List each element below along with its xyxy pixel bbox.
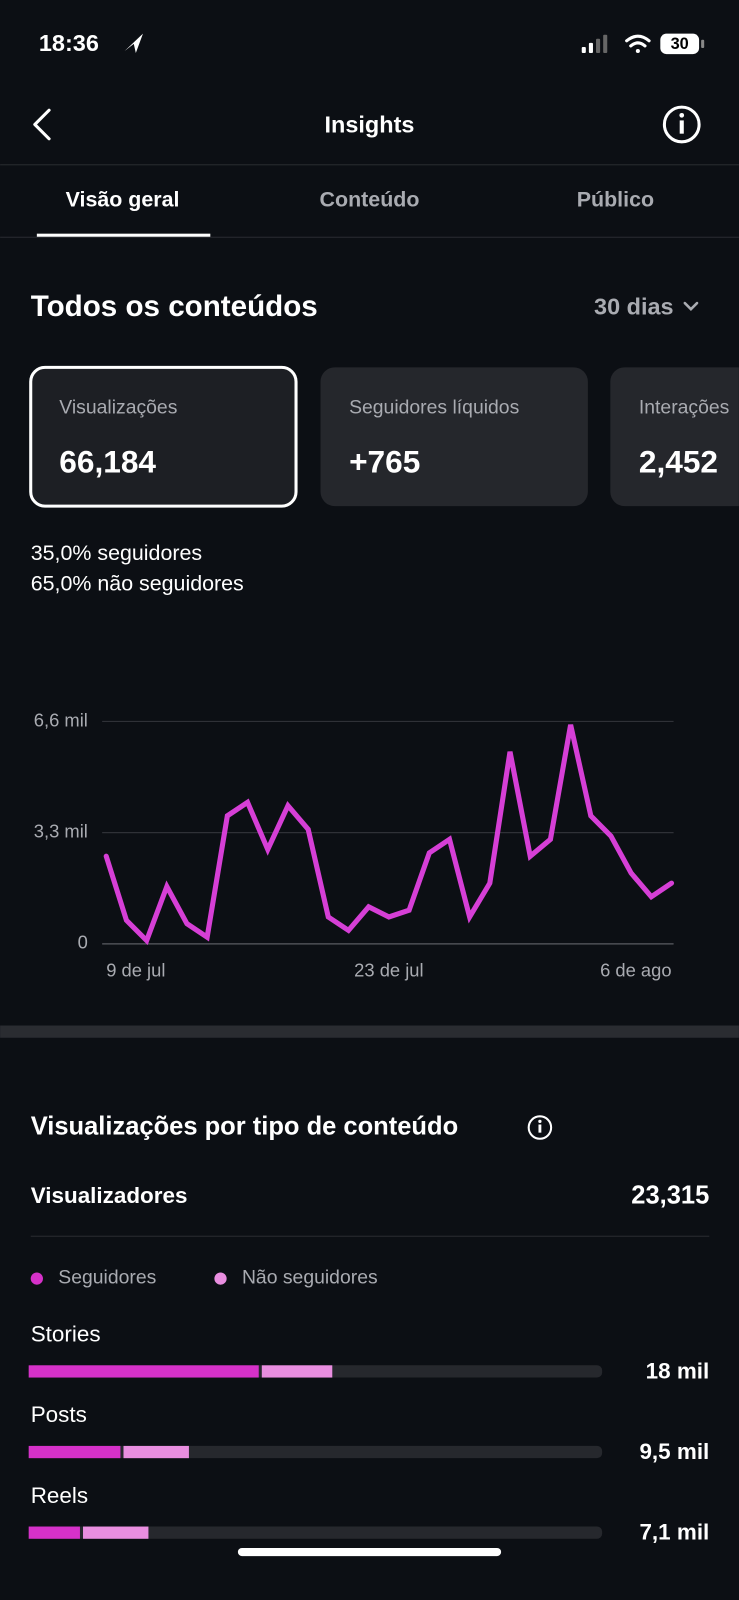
bar-segment bbox=[261, 1365, 333, 1378]
tab[interactable]: Visão geral bbox=[66, 188, 180, 212]
period-chevron bbox=[683, 301, 699, 311]
info-button[interactable] bbox=[662, 105, 701, 144]
legend-swatch bbox=[214, 1272, 227, 1285]
divider bbox=[0, 164, 739, 166]
audience-percent: 35,0% bbox=[31, 541, 92, 565]
wifi-icon bbox=[625, 34, 651, 54]
section-title: Visualizações por tipo de conteúdo bbox=[31, 1112, 458, 1140]
metric-label: Seguidores líquidos bbox=[349, 396, 519, 418]
audience-label: seguidores bbox=[97, 541, 202, 565]
x-tick-label: 6 de ago bbox=[600, 959, 671, 980]
x-tick-label: 9 de jul bbox=[106, 959, 165, 980]
metric-card[interactable] bbox=[320, 367, 588, 507]
metric-card[interactable] bbox=[29, 365, 298, 508]
x-tick-label: 23 de jul bbox=[354, 959, 423, 980]
bar-track bbox=[28, 1526, 603, 1539]
header-title: Insights bbox=[325, 112, 415, 138]
info-icon[interactable] bbox=[527, 1115, 553, 1140]
category-label: Posts bbox=[31, 1402, 87, 1427]
audience-percent: 65,0% bbox=[31, 571, 92, 595]
viewers-value: 23,315 bbox=[631, 1182, 709, 1210]
tab[interactable]: Público bbox=[577, 188, 654, 212]
bar-segment bbox=[28, 1445, 121, 1459]
value-label: 18 mil bbox=[646, 1358, 710, 1383]
period-select[interactable]: 30 dias bbox=[594, 293, 674, 319]
views-line bbox=[103, 724, 675, 946]
metric-label: Visualizações bbox=[59, 396, 177, 418]
legend-label: Não seguidores bbox=[242, 1267, 378, 1289]
bar-segment bbox=[123, 1445, 189, 1459]
audience-split: 65,0% não seguidores bbox=[31, 571, 244, 595]
audience-label: não seguidores bbox=[97, 571, 243, 595]
bar-segment bbox=[83, 1526, 149, 1539]
metric-value: 66,184 bbox=[59, 444, 156, 480]
section-divider bbox=[0, 1025, 739, 1038]
metric-value: +765 bbox=[349, 444, 420, 480]
y-tick-label: 6,6 mil bbox=[34, 709, 88, 730]
legend-label: Seguidores bbox=[58, 1267, 156, 1289]
battery-level: 30 bbox=[671, 35, 689, 53]
metric-label: Interações bbox=[639, 396, 729, 418]
audience-split: 35,0% seguidores bbox=[31, 541, 202, 565]
category-label: Reels bbox=[31, 1483, 88, 1508]
battery-icon bbox=[660, 33, 700, 55]
location-icon bbox=[124, 33, 143, 54]
legend-swatch bbox=[30, 1272, 43, 1285]
tab[interactable]: Conteúdo bbox=[320, 188, 420, 212]
metric-card[interactable] bbox=[610, 367, 739, 507]
divider bbox=[0, 236, 739, 238]
value-label: 7,1 mil bbox=[639, 1520, 709, 1545]
status-time: 18:36 bbox=[39, 30, 99, 56]
signal-icon bbox=[581, 34, 608, 54]
tab-underline bbox=[36, 233, 211, 237]
bar-segment bbox=[28, 1365, 259, 1378]
value-label: 9,5 mil bbox=[639, 1439, 709, 1464]
home-indicator bbox=[237, 1547, 502, 1557]
metric-cards: Visualizações 66,184 Seguidores líquidos +7… bbox=[29, 365, 739, 508]
category-label: Stories bbox=[31, 1322, 101, 1347]
viewers-label: Visualizadores bbox=[31, 1183, 188, 1208]
y-tick-label: 0 bbox=[78, 932, 88, 953]
bar-segment bbox=[28, 1526, 80, 1539]
metric-value: 2,452 bbox=[639, 444, 718, 480]
divider bbox=[30, 1235, 710, 1237]
back-button[interactable] bbox=[33, 108, 51, 141]
y-tick-label: 3,3 mil bbox=[34, 820, 88, 841]
section-title: Todos os conteúdos bbox=[31, 290, 318, 323]
battery-tip bbox=[701, 39, 705, 48]
